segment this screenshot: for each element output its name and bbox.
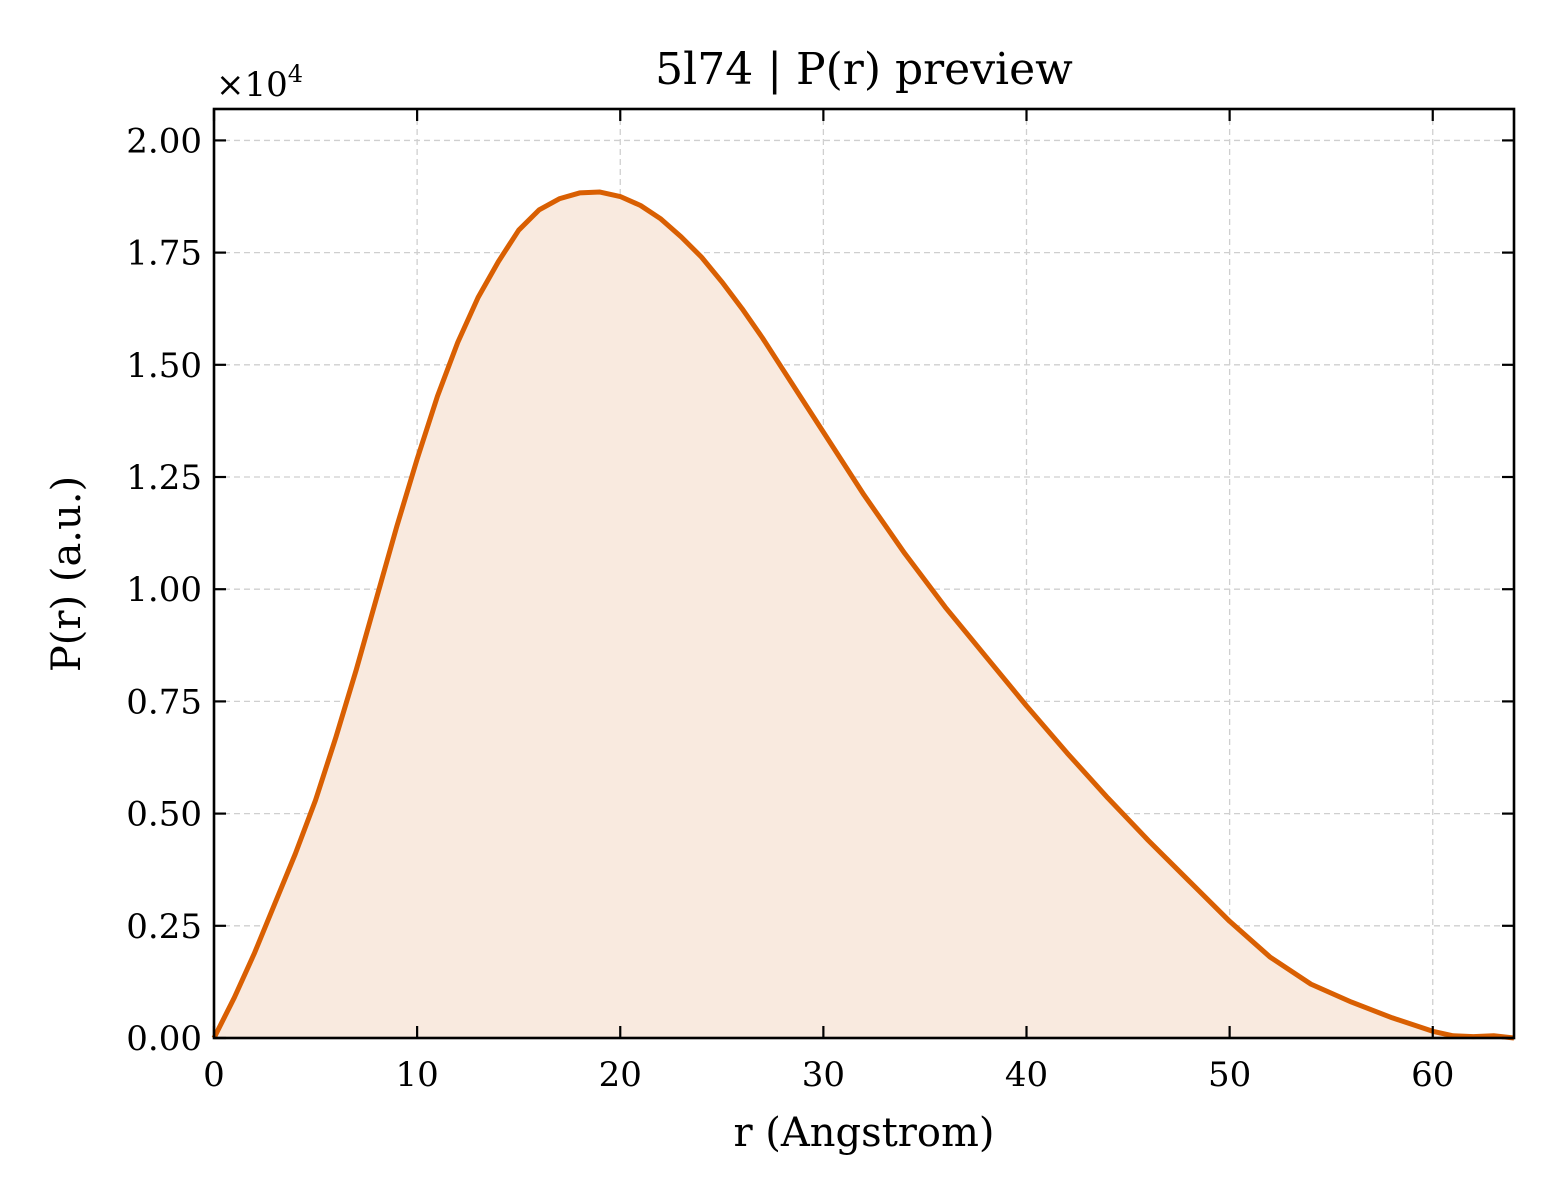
y-tick-label: 0.75: [126, 682, 202, 722]
chart-title: 5l74 | P(r) preview: [655, 44, 1073, 95]
x-axis-label: r (Angstrom): [733, 1110, 994, 1156]
x-tick-label: 20: [599, 1055, 642, 1095]
y-tick-label: 1.75: [126, 234, 202, 274]
x-tick-label: 10: [395, 1055, 438, 1095]
y-tick-label: 2.00: [126, 121, 202, 161]
y-multiplier-exponent: 4: [288, 60, 303, 88]
x-tick-label: 0: [203, 1055, 225, 1095]
y-axis-multiplier: ×104: [216, 60, 303, 105]
x-tick-label: 60: [1411, 1055, 1454, 1095]
pr-area-fill: [214, 192, 1514, 1038]
pr-series-line: [211, 189, 1515, 1041]
y-tick-label: 0.00: [126, 1019, 202, 1059]
y-tick-label: 1.25: [126, 458, 202, 498]
tick-layer: 0 10 20 30 40 50 60 0.00 0.25 0.50 0.75 1.00 1.25 1.5…: [126, 109, 1514, 1095]
y-multiplier-base: ×10: [216, 65, 288, 105]
x-tick-label: 30: [802, 1055, 845, 1095]
y-tick-label: 1.50: [126, 346, 202, 386]
y-tick-label: 0.50: [126, 795, 202, 835]
y-tick-label: 0.25: [126, 907, 202, 947]
x-tick-label: 40: [1005, 1055, 1048, 1095]
x-tick-label: 50: [1208, 1055, 1251, 1095]
plot-frame: [212, 107, 1516, 1040]
y-tick-label: 1.00: [126, 570, 202, 610]
y-axis-label: P(r) (a.u.): [44, 476, 90, 672]
